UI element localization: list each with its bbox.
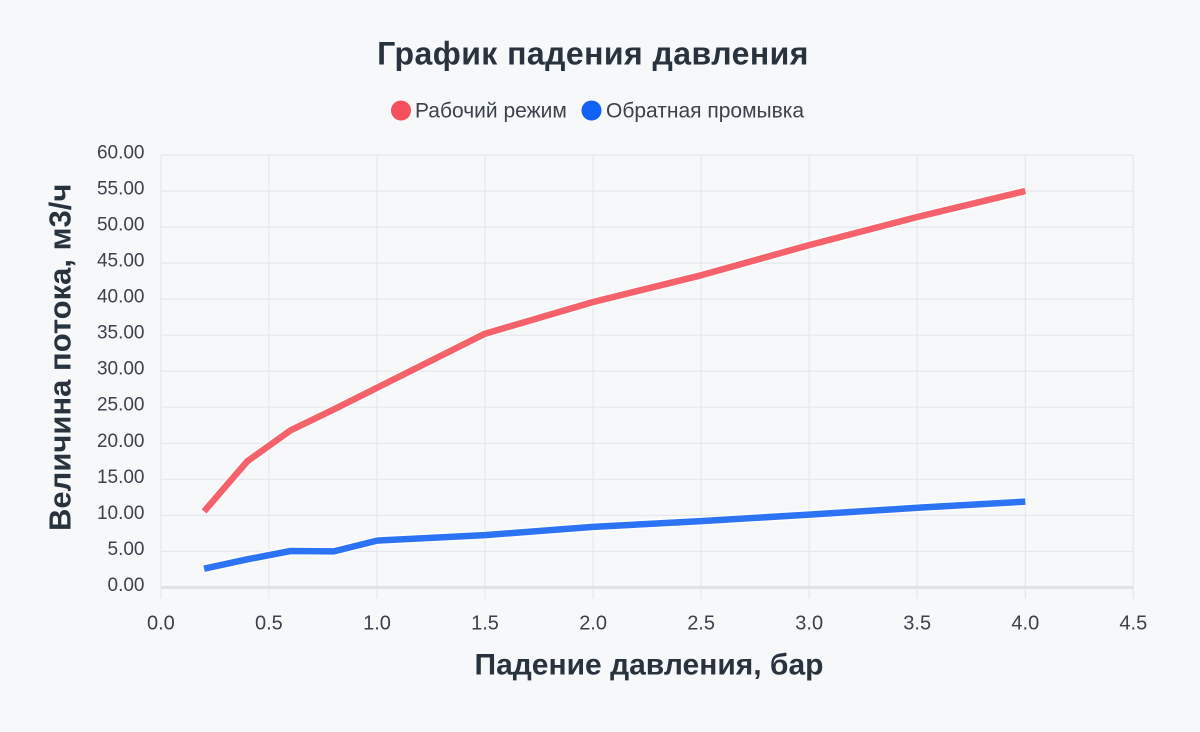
svg-text:4.0: 4.0 — [1011, 613, 1039, 635]
svg-text:60.00: 60.00 — [97, 143, 145, 164]
svg-text:Величина потока, м3/ч: Величина потока, м3/ч — [43, 184, 78, 531]
svg-text:0.5: 0.5 — [255, 613, 283, 635]
svg-text:20.00: 20.00 — [97, 431, 145, 452]
svg-text:Падение давления, бар: Падение давления, бар — [475, 649, 824, 682]
svg-text:Рабочий режим: Рабочий режим — [415, 100, 567, 123]
svg-text:3.5: 3.5 — [903, 613, 931, 635]
svg-text:5.00: 5.00 — [108, 539, 145, 560]
svg-text:30.00: 30.00 — [97, 359, 145, 380]
svg-text:3.0: 3.0 — [795, 613, 823, 635]
svg-text:Обратная промывка: Обратная промывка — [606, 100, 804, 123]
svg-text:График падения давления: График падения давления — [377, 36, 809, 72]
svg-text:1.0: 1.0 — [363, 613, 391, 635]
svg-text:50.00: 50.00 — [97, 215, 145, 236]
svg-text:25.00: 25.00 — [97, 395, 145, 416]
svg-text:4.5: 4.5 — [1119, 613, 1147, 635]
svg-text:55.00: 55.00 — [97, 179, 145, 200]
svg-text:2.0: 2.0 — [579, 613, 607, 635]
svg-text:1.5: 1.5 — [471, 613, 499, 635]
svg-text:10.00: 10.00 — [97, 503, 145, 524]
svg-text:2.5: 2.5 — [687, 613, 715, 635]
svg-text:0.00: 0.00 — [108, 575, 145, 596]
svg-text:45.00: 45.00 — [97, 251, 145, 272]
svg-text:40.00: 40.00 — [97, 287, 145, 308]
svg-text:15.00: 15.00 — [97, 467, 145, 488]
svg-text:35.00: 35.00 — [97, 323, 145, 344]
svg-text:0.0: 0.0 — [147, 613, 175, 635]
